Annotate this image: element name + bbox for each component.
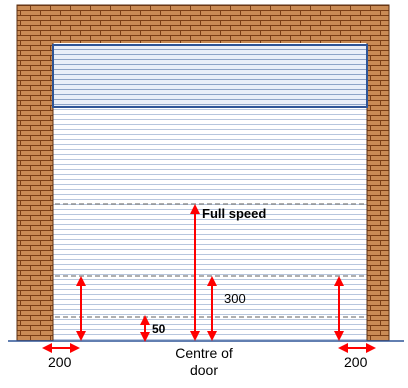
height-50-label: 50 (152, 322, 166, 336)
full-speed-label: Full speed (202, 206, 267, 221)
height-300-label: 300 (224, 291, 246, 306)
right-margin-label: 200 (344, 354, 368, 370)
left-margin-label: 200 (48, 354, 72, 370)
roller-box (52, 44, 368, 108)
centre-of-door-label: Centre of door (0, 345, 408, 379)
centre-of-door-line1: Centre of (175, 345, 233, 361)
centre-of-door-line2: door (189, 362, 219, 378)
